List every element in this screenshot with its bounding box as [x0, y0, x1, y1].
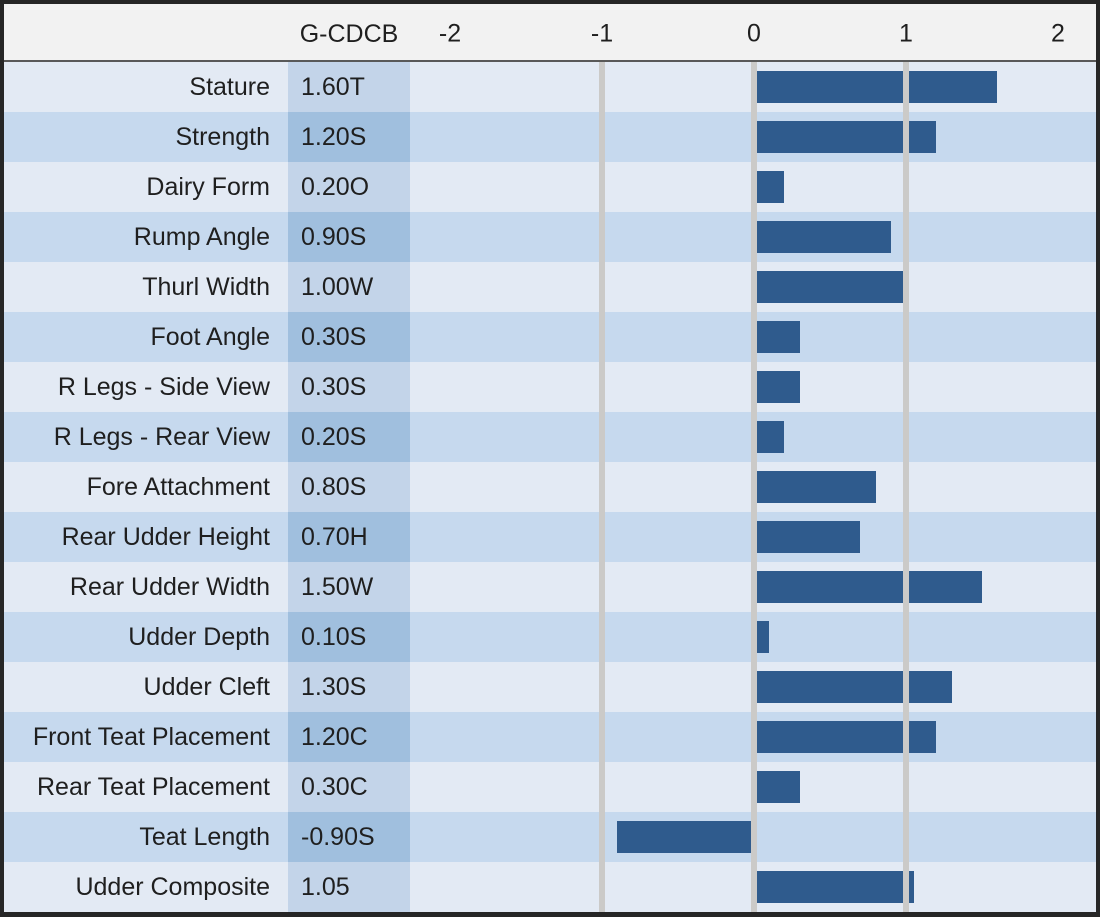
score-column-header: G-CDCB [299, 19, 399, 48]
gridline [599, 62, 605, 912]
trait-bar [754, 671, 952, 703]
table-row: Dairy Form 0.20O [4, 162, 1096, 212]
table-row: Stature 1.60T [4, 62, 1096, 112]
trait-score-value: 1.05 [288, 862, 410, 912]
trait-bar [754, 721, 937, 753]
trait-bar [754, 171, 785, 203]
trait-score-value: -0.90S [288, 812, 410, 862]
x-axis-tick: 1 [899, 19, 913, 48]
table-row: Rear Udder Height 0.70H [4, 512, 1096, 562]
trait-bar [754, 571, 982, 603]
trait-score-value: 0.20S [288, 412, 410, 462]
trait-score-value: 1.30S [288, 662, 410, 712]
trait-name-label: Rump Angle [4, 212, 288, 262]
gridline [751, 62, 757, 912]
table-row: Fore Attachment 0.80S [4, 462, 1096, 512]
trait-bar [617, 821, 754, 853]
trait-bar [754, 471, 876, 503]
table-row: Rear Teat Placement 0.30C [4, 762, 1096, 812]
trait-score-value: 1.20S [288, 112, 410, 162]
trait-name-label: Thurl Width [4, 262, 288, 312]
trait-bar [754, 321, 800, 353]
trait-bar [754, 71, 998, 103]
trait-name-label: Rear Udder Width [4, 562, 288, 612]
trait-score-value: 1.20C [288, 712, 410, 762]
table-row: Thurl Width 1.00W [4, 262, 1096, 312]
table-row: Rear Udder Width 1.50W [4, 562, 1096, 612]
x-axis-tick: -1 [590, 19, 614, 48]
chart-header: G-CDCB -2 -1 0 1 2 [4, 4, 1096, 62]
trait-name-label: Rear Teat Placement [4, 762, 288, 812]
trait-name-label: Udder Composite [4, 862, 288, 912]
trait-bar [754, 371, 800, 403]
trait-name-label: Fore Attachment [4, 462, 288, 512]
table-row: R Legs - Side View 0.30S [4, 362, 1096, 412]
trait-score-value: 0.30S [288, 312, 410, 362]
trait-name-label: R Legs - Rear View [4, 412, 288, 462]
x-axis: -2 -1 0 1 2 [410, 4, 1096, 60]
trait-score-value: 0.80S [288, 462, 410, 512]
trait-name-label: Udder Cleft [4, 662, 288, 712]
table-row: Strength 1.20S [4, 112, 1096, 162]
chart-body: Stature 1.60T Strength 1.20S Dairy Form … [4, 62, 1096, 912]
trait-bar [754, 271, 906, 303]
trait-score-value: 1.60T [288, 62, 410, 112]
trait-bar [754, 421, 785, 453]
trait-name-label: Front Teat Placement [4, 712, 288, 762]
trait-score-value: 0.30C [288, 762, 410, 812]
trait-score-value: 0.20O [288, 162, 410, 212]
x-axis-tick: 2 [1051, 19, 1065, 48]
table-row: Udder Cleft 1.30S [4, 662, 1096, 712]
table-row: R Legs - Rear View 0.20S [4, 412, 1096, 462]
x-axis-tick: 0 [747, 19, 761, 48]
header-trait-spacer [4, 4, 288, 60]
trait-score-value: 0.30S [288, 362, 410, 412]
trait-score-value: 1.50W [288, 562, 410, 612]
trait-bar [754, 121, 937, 153]
trait-bar [754, 221, 891, 253]
trait-name-label: Udder Depth [4, 612, 288, 662]
trait-score-value: 0.10S [288, 612, 410, 662]
trait-bar [754, 771, 800, 803]
trait-name-label: Strength [4, 112, 288, 162]
table-row: Teat Length -0.90S [4, 812, 1096, 862]
trait-score-value: 0.90S [288, 212, 410, 262]
trait-score-value: 1.00W [288, 262, 410, 312]
trait-name-label: Stature [4, 62, 288, 112]
table-row: Udder Composite 1.05 [4, 862, 1096, 912]
table-row: Rump Angle 0.90S [4, 212, 1096, 262]
table-row: Front Teat Placement 1.20C [4, 712, 1096, 762]
trait-bar [754, 871, 914, 903]
table-row: Udder Depth 0.10S [4, 612, 1096, 662]
x-axis-tick: -2 [438, 19, 462, 48]
trait-name-label: R Legs - Side View [4, 362, 288, 412]
trait-name-label: Rear Udder Height [4, 512, 288, 562]
trait-name-label: Dairy Form [4, 162, 288, 212]
trait-name-label: Foot Angle [4, 312, 288, 362]
trait-bar [754, 521, 861, 553]
table-row: Foot Angle 0.30S [4, 312, 1096, 362]
trait-name-label: Teat Length [4, 812, 288, 862]
trait-bar [754, 621, 770, 653]
gridline [903, 62, 909, 912]
trait-score-value: 0.70H [288, 512, 410, 562]
